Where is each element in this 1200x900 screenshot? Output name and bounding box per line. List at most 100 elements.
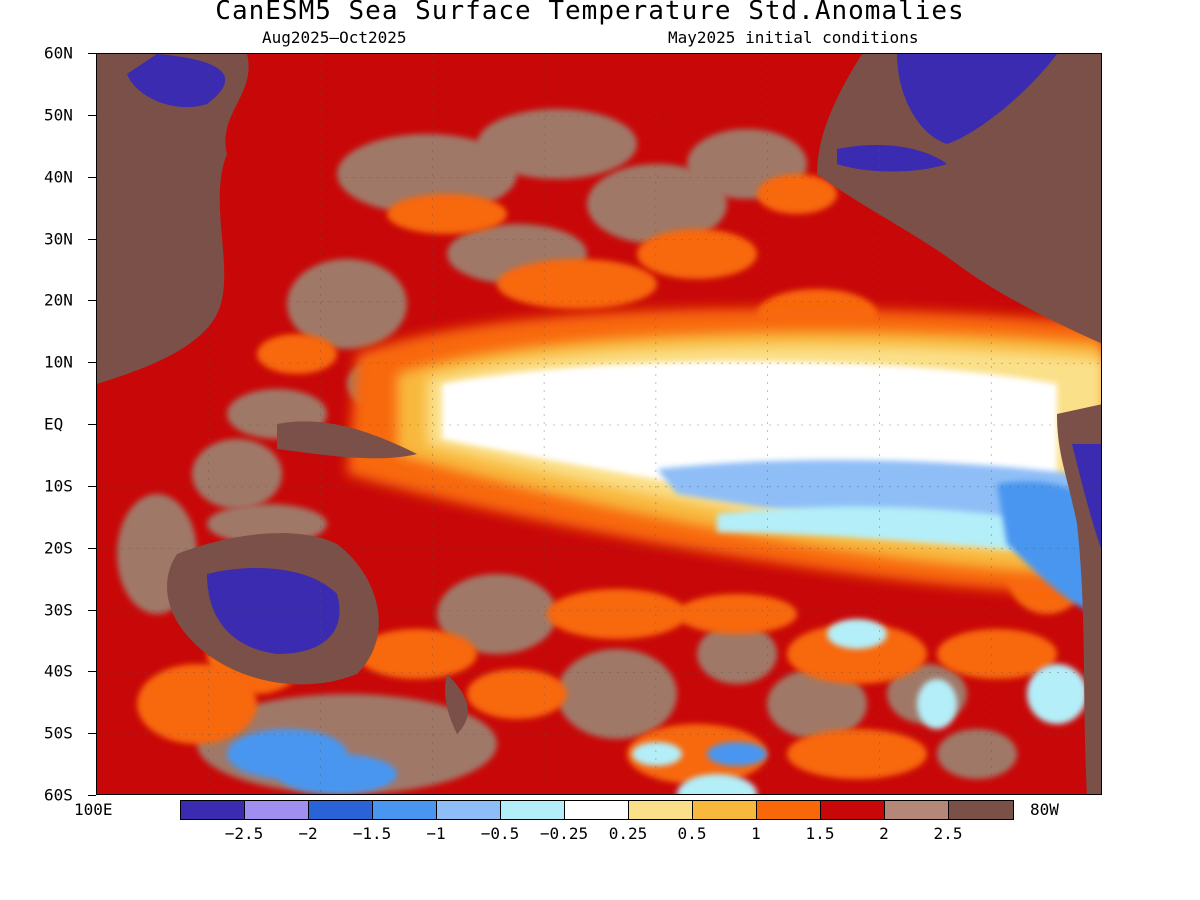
anomaly-map <box>96 53 1102 795</box>
orange-anomaly-blob <box>627 724 767 784</box>
lat-tick <box>88 53 96 54</box>
new-zealand-landmass <box>445 674 468 734</box>
brown-anomaly-blob <box>192 439 282 509</box>
lat-tick <box>88 300 96 302</box>
colorbar-tick-label: 1.5 <box>805 824 835 843</box>
cool-anomaly-blob <box>917 679 957 729</box>
orange-anomaly-blob <box>787 624 927 684</box>
lat-label: 10N <box>44 352 73 372</box>
lat-label: 60S <box>44 785 73 805</box>
forecast-period: Aug2025–Oct2025 <box>262 28 407 47</box>
north-america-cold-patch <box>897 54 1057 144</box>
lat-tick <box>88 362 96 364</box>
map-title: CanESM5 Sea Surface Temperature Std.Anom… <box>215 0 965 26</box>
colorbar-tick-label: −1 <box>426 824 446 843</box>
orange-anomaly-blob <box>497 259 657 309</box>
longitude-left-label: 100E <box>74 800 113 819</box>
lat-tick <box>88 114 96 116</box>
orange-anomaly-blob <box>677 594 797 634</box>
colorbar-swatch <box>629 801 693 819</box>
lat-label: 40S <box>44 661 73 681</box>
lat-label: 50S <box>44 723 73 743</box>
colorbar-tick-label: −2.5 <box>224 824 264 843</box>
lat-label: 60N <box>44 43 73 63</box>
lat-tick <box>88 485 96 487</box>
brown-anomaly-blob <box>937 729 1017 779</box>
lat-label: 20N <box>44 290 73 310</box>
colorbar-swatch <box>565 801 629 819</box>
lat-label: 10S <box>44 476 73 496</box>
brown-anomaly-blob <box>767 669 867 739</box>
lat-tick <box>88 238 96 240</box>
maritime-continent <box>277 421 417 459</box>
colorbar-swatch <box>949 801 1013 819</box>
peru-cool-patch <box>997 481 1101 614</box>
lat-label: 40N <box>44 167 73 187</box>
colorbar <box>180 800 1014 820</box>
longitude-right-label: 80W <box>1030 800 1059 819</box>
colorbar-tick-label: −0.25 <box>539 824 589 843</box>
lat-tick <box>88 609 96 611</box>
colorbar-swatch <box>309 801 373 819</box>
brown-anomaly-blob <box>587 164 727 244</box>
lat-tick <box>88 547 96 549</box>
orange-anomaly-blob <box>637 229 757 279</box>
land-masses <box>97 54 1101 794</box>
siberia-cold-patch <box>127 54 226 108</box>
cool-anomaly-blob <box>707 742 767 766</box>
colorbar-tick-label: 2.5 <box>933 824 963 843</box>
colorbar-tick-label: 0.25 <box>608 824 648 843</box>
lat-label: 50N <box>44 105 73 125</box>
lat-label: 30S <box>44 600 73 619</box>
orange-anomaly-blob <box>357 629 477 679</box>
cool-anomaly-blob <box>1027 664 1087 724</box>
colorbar-swatch <box>181 801 245 819</box>
lat-tick <box>88 176 96 178</box>
colorbar-swatch <box>693 801 757 819</box>
colorbar-tick-label: 1 <box>751 824 761 843</box>
canada-cold-strip <box>837 144 947 172</box>
colorbar-swatch <box>757 801 821 819</box>
orange-anomaly-blob <box>137 664 257 744</box>
colorbar-tick-label: 2 <box>879 824 889 843</box>
colorbar-swatch <box>885 801 949 819</box>
lat-tick <box>88 733 96 735</box>
australia-cold-patch <box>207 568 340 654</box>
cool-anomaly-blob <box>827 619 887 649</box>
north-america-landmass <box>817 54 1101 344</box>
orange-anomaly-blob <box>257 334 337 374</box>
southeast-pale-band <box>717 506 1057 554</box>
orange-anomaly-blob <box>467 669 567 719</box>
cool-anomaly-blob <box>277 754 397 794</box>
brown-anomaly-blob <box>337 134 517 214</box>
orange-anomaly-blob <box>547 589 687 639</box>
map-canvas <box>97 54 1101 794</box>
colorbar-tick-label: 0.5 <box>677 824 707 843</box>
cool-anomaly-blob <box>632 742 682 766</box>
lat-tick <box>88 671 96 673</box>
brown-anomaly-blob <box>477 109 637 179</box>
colorbar-swatch <box>373 801 437 819</box>
colorbar-swatch <box>821 801 885 819</box>
lat-tick <box>88 795 96 796</box>
brown-anomaly-blob <box>287 259 407 349</box>
colorbar-tick-label: −2 <box>298 824 318 843</box>
brown-anomaly-blob <box>437 574 557 654</box>
lat-label: EQ <box>44 414 64 434</box>
initial-conditions: May2025 initial conditions <box>668 28 919 47</box>
anomaly-patches <box>117 109 1101 794</box>
brown-anomaly-blob <box>697 624 777 684</box>
colorbar-swatch <box>245 801 309 819</box>
colorbar-tick-label: −0.5 <box>480 824 520 843</box>
cool-anomaly-blob <box>677 774 757 794</box>
colorbar-tick-label: −1.5 <box>352 824 392 843</box>
lat-label: 30N <box>44 229 73 248</box>
south-america-cold-patch <box>1072 444 1101 549</box>
colorbar-swatch <box>437 801 501 819</box>
orange-anomaly-blob <box>757 174 837 214</box>
lat-tick <box>88 424 96 425</box>
lat-label: 20S <box>44 538 73 558</box>
brown-anomaly-blob <box>557 649 677 739</box>
colorbar-swatch <box>501 801 565 819</box>
orange-anomaly-blob <box>387 194 507 234</box>
